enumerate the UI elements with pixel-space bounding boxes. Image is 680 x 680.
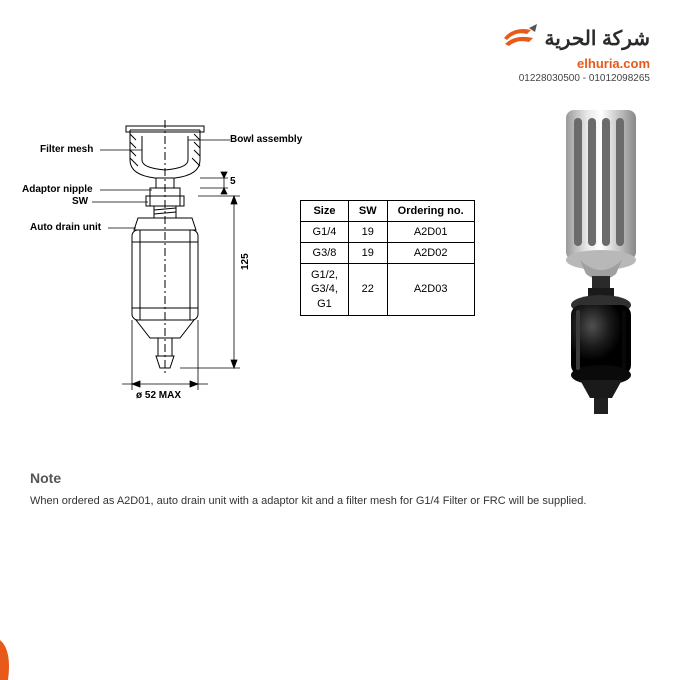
company-url: elhuria.com — [499, 56, 650, 71]
callout-sw: SW — [72, 196, 88, 207]
company-phones: 01228030500 - 01012098265 — [499, 73, 650, 84]
dim-height: 125 — [240, 253, 251, 270]
dim-gap: 5 — [230, 176, 236, 187]
company-name: شركة الحرية — [545, 26, 650, 51]
note-title: Note — [30, 470, 650, 486]
logo-swoosh-icon — [499, 18, 539, 58]
corner-accent-icon — [0, 630, 30, 680]
note-text: When ordered as A2D01, auto drain unit w… — [30, 494, 650, 509]
note-section: Note When ordered as A2D01, auto drain u… — [30, 470, 650, 509]
engineering-diagram: Bowl assembly Filter mesh Adaptor nipple… — [30, 120, 280, 440]
spec-table: Size SW Ordering no. G1/4 19 A2D01 G3/8 … — [300, 200, 475, 316]
th-size: Size — [301, 201, 349, 222]
callout-auto-drain: Auto drain unit — [30, 222, 101, 233]
th-ordering: Ordering no. — [387, 201, 474, 222]
dim-diameter: ø 52 MAX — [136, 390, 181, 401]
callout-bowl: Bowl assembly — [230, 134, 302, 145]
product-photo — [540, 110, 660, 430]
callout-adaptor: Adaptor nipple — [22, 184, 93, 195]
table-row: G1/2, G3/4, G1 22 A2D03 — [301, 264, 475, 316]
company-logo: شركة الحرية elhuria.com 01228030500 - 01… — [499, 18, 650, 84]
table-row: G3/8 19 A2D02 — [301, 243, 475, 264]
table-row: G1/4 19 A2D01 — [301, 222, 475, 243]
th-sw: SW — [348, 201, 387, 222]
callout-filter-mesh: Filter mesh — [40, 144, 93, 155]
table-header-row: Size SW Ordering no. — [301, 201, 475, 222]
